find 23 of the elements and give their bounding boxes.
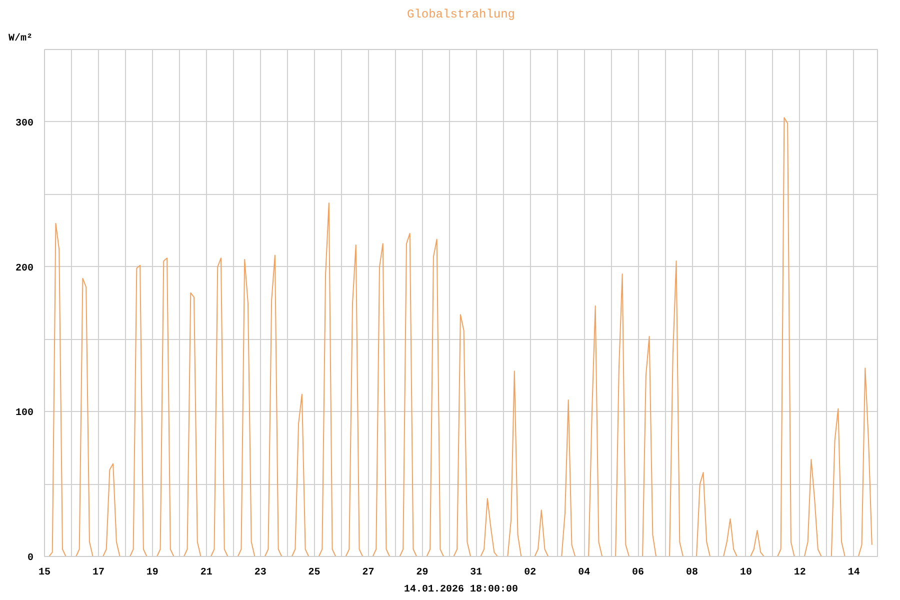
x-tick-label: 06 xyxy=(632,568,644,578)
y-tick-label: 100 xyxy=(15,408,34,420)
chart-title: Globalstrahlung xyxy=(406,8,516,22)
x-tick-label: 21 xyxy=(200,568,212,578)
y-tick-label: 300 xyxy=(15,118,34,130)
x-tick-label: 23 xyxy=(254,568,266,578)
x-tick-label: 04 xyxy=(578,568,590,578)
x-tick-label: 19 xyxy=(146,568,158,578)
x-tick-label: 02 xyxy=(524,568,536,578)
x-tick-label: 08 xyxy=(686,568,698,578)
y-axis-title: W/m² xyxy=(8,32,33,44)
x-tick-label: 17 xyxy=(92,568,104,578)
x-tick-label: 25 xyxy=(308,568,320,578)
x-tick-label: 12 xyxy=(794,568,806,578)
y-tick-label: 200 xyxy=(15,263,34,274)
x-tick-label: 29 xyxy=(416,568,428,578)
x-tick-label: 10 xyxy=(740,568,752,578)
x-tick-label: 27 xyxy=(362,568,374,578)
x-tick-label: 14 xyxy=(848,568,860,578)
x-tick-label: 15 xyxy=(38,568,51,578)
x-tick-label: 31 xyxy=(470,568,482,578)
y-tick-label: 0 xyxy=(28,553,34,564)
text: 14.01.2026 18:00:00 xyxy=(404,584,518,596)
